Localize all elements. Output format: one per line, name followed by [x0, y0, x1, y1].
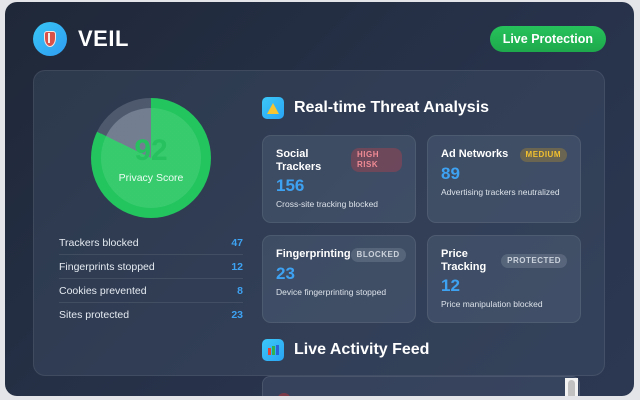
status-badge: HIGH RISK	[351, 148, 402, 172]
activity-feed-title: Live Activity Feed	[294, 341, 430, 358]
card-value: 89	[441, 164, 460, 183]
scrollbar-thumb[interactable]	[568, 380, 575, 396]
threat-card-fingerprinting[interactable]: Fingerprinting BLOCKED 23 Device fingerp…	[262, 235, 416, 323]
stats-list: Trackers blocked 47 Fingerprints stopped…	[59, 231, 243, 327]
stat-label: Trackers blocked	[59, 236, 139, 249]
privacy-score-gauge: 92 Privacy Score	[91, 98, 211, 218]
threat-analysis-heading: Real-time Threat Analysis	[262, 97, 489, 119]
stat-row: Sites protected 23	[59, 303, 243, 327]
stat-row: Trackers blocked 47	[59, 231, 243, 255]
card-value: 23	[276, 264, 295, 283]
threat-card-social-trackers[interactable]: Social Trackers HIGH RISK 156 Cross-site…	[262, 135, 416, 223]
card-description: Device fingerprinting stopped	[276, 287, 387, 297]
card-description: Advertising trackers neutralized	[441, 187, 560, 197]
threat-analysis-title: Real-time Threat Analysis	[294, 99, 490, 116]
privacy-score-value: 92	[134, 134, 168, 167]
logo	[33, 22, 67, 56]
stat-row: Cookies prevented 8	[59, 279, 243, 303]
stat-row: Fingerprints stopped 12	[59, 255, 243, 279]
stat-value: 8	[237, 284, 243, 297]
card-title: Fingerprinting	[276, 248, 351, 260]
activity-feed-list[interactable]	[262, 376, 580, 396]
bar-chart-icon	[262, 339, 284, 361]
shield-icon	[44, 31, 56, 47]
app-window: VEIL Live Protection 92 Privacy Score Tr…	[5, 2, 634, 396]
header: VEIL	[33, 22, 129, 56]
app-title: VEIL	[78, 26, 129, 51]
card-title: Ad Networks	[441, 148, 509, 160]
card-value: 12	[441, 276, 460, 295]
stat-label: Cookies prevented	[59, 284, 147, 297]
card-title: Price Tracking	[441, 248, 487, 273]
feed-status-dot	[277, 393, 291, 396]
main-panel: 92 Privacy Score Trackers blocked 47 Fin…	[33, 70, 605, 376]
status-badge: PROTECTED	[501, 254, 567, 268]
warning-icon	[262, 97, 284, 119]
privacy-score-label: Privacy Score	[118, 172, 184, 184]
threat-card-price-tracking[interactable]: Price Tracking PROTECTED 12 Price manipu…	[427, 235, 581, 323]
status-badge: MEDIUM	[519, 148, 567, 162]
stat-value: 23	[231, 309, 243, 321]
stat-value: 12	[231, 260, 243, 273]
card-value: 156	[276, 176, 305, 195]
stat-label: Sites protected	[59, 309, 130, 321]
card-description: Cross-site tracking blocked	[276, 199, 379, 209]
feed-scrollbar[interactable]	[565, 378, 578, 396]
stat-label: Fingerprints stopped	[59, 260, 155, 273]
card-description: Price manipulation blocked	[441, 299, 543, 309]
status-badge: BLOCKED	[350, 248, 406, 262]
card-title: Social Trackers	[276, 148, 322, 173]
stat-value: 47	[231, 236, 243, 249]
activity-feed-heading: Live Activity Feed	[262, 339, 429, 361]
live-protection-button[interactable]: Live Protection	[489, 26, 606, 52]
threat-card-ad-networks[interactable]: Ad Networks MEDIUM 89 Advertising tracke…	[427, 135, 581, 223]
